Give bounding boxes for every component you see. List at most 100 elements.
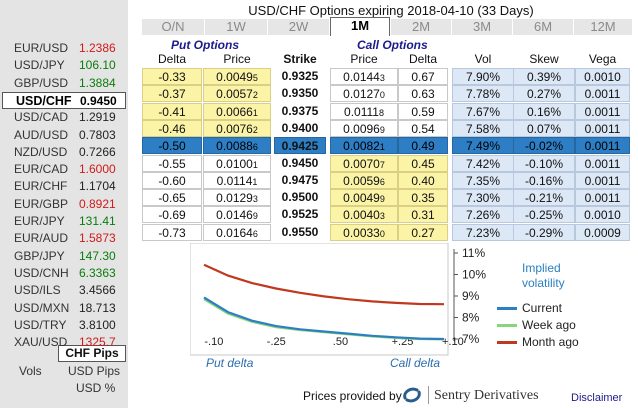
- skew-cell: 0.27%: [513, 85, 575, 103]
- put-price-cell[interactable]: 0.00886: [203, 137, 271, 155]
- price-main: 0.0100: [216, 156, 253, 171]
- pair-row-nzd-usd[interactable]: NZD/USD 0.7266: [2, 144, 126, 161]
- put-price-cell[interactable]: 0.01646: [203, 223, 271, 241]
- put-price-cell[interactable]: 0.01469: [203, 206, 271, 224]
- call-price-cell[interactable]: 0.00969: [330, 119, 398, 137]
- price-main: 0.0164: [216, 225, 253, 240]
- call-price-cell[interactable]: 0.00707: [330, 154, 398, 172]
- put-delta-cell[interactable]: -0.37: [142, 85, 202, 103]
- x-axis-label-put: Put delta: [206, 356, 254, 370]
- prices-provided-by: Prices provided by: [303, 389, 402, 403]
- put-delta-cell[interactable]: -0.69: [142, 206, 202, 224]
- call-price-cell[interactable]: 0.00499: [330, 189, 398, 207]
- tab-2w[interactable]: 2W: [268, 19, 329, 35]
- pair-row-usd-chf[interactable]: USD/CHF 0.9450: [2, 91, 126, 109]
- vol-cell: 7.26%: [452, 206, 514, 224]
- disclaimer-link[interactable]: Disclaimer: [571, 392, 623, 404]
- vol-cell: 7.30%: [452, 189, 514, 207]
- usd-pips-toggle[interactable]: USD Pips: [68, 364, 121, 378]
- currency-pair-sidebar: [0, 0, 128, 408]
- call-delta-cell[interactable]: 0.31: [398, 206, 448, 224]
- pair-row-eur-gbp[interactable]: EUR/GBP 0.8921: [2, 196, 126, 213]
- call-delta-cell[interactable]: 0.63: [398, 85, 448, 103]
- pair-row-usd-jpy[interactable]: USD/JPY 106.10: [2, 57, 126, 74]
- put-price-cell[interactable]: 0.01293: [203, 189, 271, 207]
- pair-price: 0.7803: [79, 127, 116, 142]
- pair-row-eur-chf[interactable]: EUR/CHF 1.1704: [2, 178, 126, 195]
- put-price-cell[interactable]: 0.00495: [203, 68, 271, 85]
- pair-row-eur-aud[interactable]: EUR/AUD 1.5873: [2, 230, 126, 247]
- call-price-cell[interactable]: 0.00330: [330, 223, 398, 241]
- pair-row-usd-try[interactable]: USD/TRY 3.8100: [2, 317, 126, 334]
- call-delta-cell[interactable]: 0.59: [398, 102, 448, 120]
- pair-row-gbp-jpy[interactable]: GBP/JPY 147.30: [2, 248, 126, 265]
- pair-price: 1.3884: [79, 75, 116, 90]
- call-delta-header: Delta: [408, 52, 437, 66]
- put-delta-cell[interactable]: -0.46: [142, 119, 202, 137]
- call-delta-cell[interactable]: 0.49: [398, 137, 448, 155]
- vega-cell: 0.0009: [575, 223, 630, 241]
- price-pip: 3: [252, 194, 258, 205]
- tab-2m[interactable]: 2M: [391, 19, 451, 35]
- pair-row-eur-jpy[interactable]: EUR/JPY 131.41: [2, 213, 126, 230]
- put-price-cell[interactable]: 0.01141: [203, 171, 271, 189]
- tab-1w[interactable]: 1W: [205, 19, 267, 35]
- price-main: 0.0059: [343, 173, 380, 188]
- call-price-cell[interactable]: 0.00821: [330, 137, 398, 155]
- put-price-cell[interactable]: 0.00572: [203, 85, 271, 103]
- tab-1m[interactable]: 1M: [330, 17, 390, 36]
- call-delta-cell[interactable]: 0.54: [398, 119, 448, 137]
- pair-row-usd-cad[interactable]: USD/CAD 1.2919: [2, 109, 126, 126]
- put-delta-cell[interactable]: -0.41: [142, 102, 202, 120]
- price-main: 0.0088: [216, 139, 253, 154]
- put-delta-cell[interactable]: -0.65: [142, 189, 202, 207]
- call-price-cell[interactable]: 0.01270: [330, 85, 398, 103]
- tab-3m[interactable]: 3M: [452, 19, 512, 35]
- pair-name: USD/TRY: [14, 317, 67, 332]
- pair-row-xau-usd[interactable]: XAU/USD 1325.7: [2, 334, 126, 351]
- put-delta-cell[interactable]: -0.50: [142, 137, 202, 155]
- price-pip: 6: [252, 228, 258, 239]
- put-price-cell[interactable]: 0.00661: [203, 102, 271, 120]
- x-tick-label: -.10: [204, 336, 223, 348]
- pair-name: EUR/GBP: [14, 196, 69, 211]
- pair-row-usd-cnh[interactable]: USD/CNH 6.3363: [2, 265, 126, 282]
- put-delta-cell[interactable]: -0.55: [142, 154, 202, 172]
- call-price-cell[interactable]: 0.00596: [330, 171, 398, 189]
- pair-row-eur-usd[interactable]: EUR/USD 1.2386: [2, 40, 126, 57]
- put-delta-cell[interactable]: -0.73: [142, 223, 202, 241]
- call-delta-cell[interactable]: 0.35: [398, 189, 448, 207]
- pair-row-eur-cad[interactable]: EUR/CAD 1.6000: [2, 161, 126, 178]
- call-price-cell[interactable]: 0.01443: [330, 68, 398, 85]
- tab-12m[interactable]: 12M: [574, 19, 632, 35]
- call-price-cell[interactable]: 0.01118: [330, 102, 398, 120]
- usd-percent-toggle[interactable]: USD %: [76, 381, 116, 395]
- pair-row-usd-ils[interactable]: USD/ILS 3.4566: [2, 282, 126, 299]
- call-price-cell[interactable]: 0.00403: [330, 206, 398, 224]
- vol-cell: 7.58%: [452, 119, 514, 137]
- pair-row-aud-usd[interactable]: AUD/USD 0.7803: [2, 127, 126, 144]
- legend-item-week-ago: Week ago: [497, 318, 576, 332]
- call-delta-cell[interactable]: 0.67: [398, 68, 448, 85]
- tab-on[interactable]: O/N: [142, 19, 204, 35]
- tab-6m[interactable]: 6M: [513, 19, 573, 35]
- call-delta-cell[interactable]: 0.27: [398, 223, 448, 241]
- price-pip: 9: [379, 194, 385, 205]
- legend-label: Month ago: [522, 335, 579, 349]
- logo-divider: [428, 386, 429, 404]
- call-delta-cell[interactable]: 0.45: [398, 154, 448, 172]
- chart-title-word: volatility: [522, 276, 565, 290]
- vol-cell: 7.42%: [452, 154, 514, 172]
- pair-name: AUD/USD: [14, 127, 69, 142]
- put-price-cell[interactable]: 0.01001: [203, 154, 271, 172]
- put-price-cell[interactable]: 0.00762: [203, 119, 271, 137]
- price-pip: 0: [379, 90, 385, 101]
- put-delta-cell[interactable]: -0.33: [142, 68, 202, 85]
- pair-price: 3.8100: [79, 317, 116, 332]
- pair-row-gbp-usd[interactable]: GBP/USD 1.3884: [2, 75, 126, 92]
- skew-cell: 0.39%: [513, 68, 575, 85]
- put-delta-cell[interactable]: -0.60: [142, 171, 202, 189]
- chf-pips-toggle[interactable]: CHF Pips: [58, 345, 126, 362]
- pair-row-usd-mxn[interactable]: USD/MXN 18.713: [2, 300, 126, 317]
- call-delta-cell[interactable]: 0.40: [398, 171, 448, 189]
